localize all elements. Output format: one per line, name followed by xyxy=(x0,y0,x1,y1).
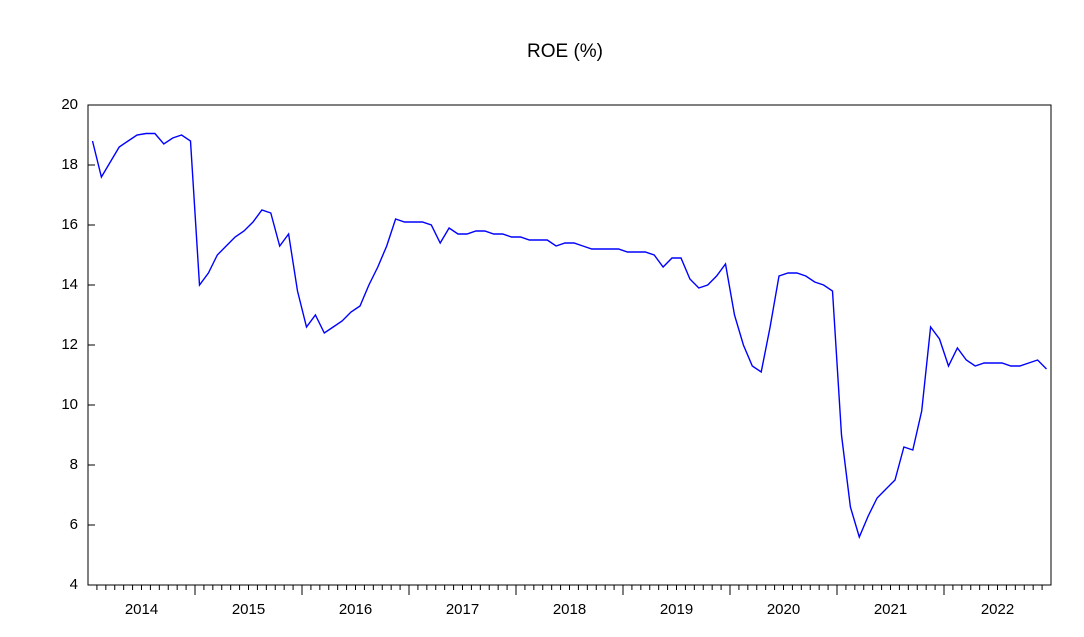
x-tick-label: 2018 xyxy=(553,601,586,618)
x-tick-label: 2022 xyxy=(981,601,1014,618)
y-tick-label: 16 xyxy=(61,216,78,233)
y-tick-label: 18 xyxy=(61,156,78,173)
x-tick-label: 2015 xyxy=(232,601,265,618)
x-tick-label: 2014 xyxy=(125,601,158,618)
y-tick-label: 10 xyxy=(61,396,78,413)
x-tick-label: 2020 xyxy=(767,601,800,618)
x-tick-label: 2021 xyxy=(874,601,907,618)
x-tick-label: 2019 xyxy=(660,601,693,618)
data-line xyxy=(91,132,1047,540)
y-tick-label: 6 xyxy=(70,516,78,533)
x-tick-label: 2016 xyxy=(339,601,372,618)
y-tick-label: 8 xyxy=(70,456,78,473)
y-tick-label: 20 xyxy=(61,96,78,113)
y-tick-label: 12 xyxy=(61,336,78,353)
y-tick-label: 14 xyxy=(61,276,78,293)
chart-title: ROE (%) xyxy=(527,41,603,62)
y-tick-label: 4 xyxy=(70,576,78,593)
x-tick-label: 2017 xyxy=(446,601,479,618)
